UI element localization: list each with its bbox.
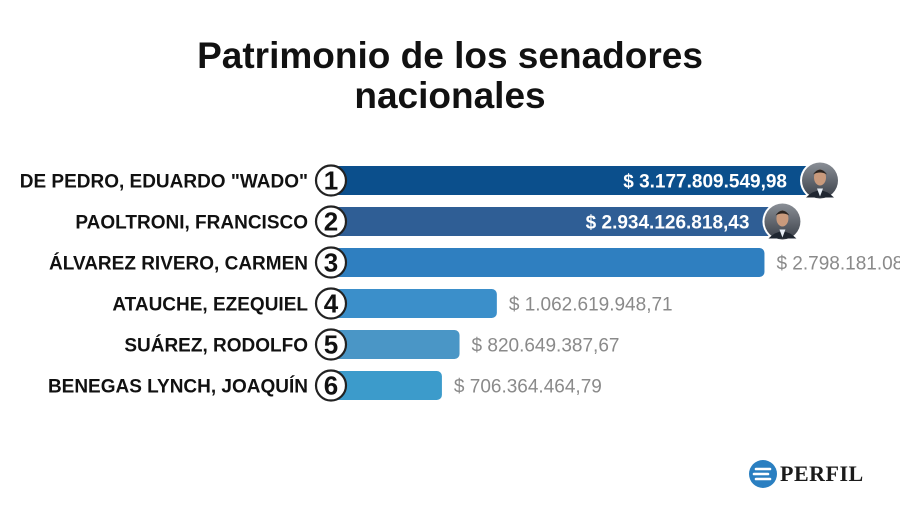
bar-row: 3 ÁLVAREZ RIVERO, CARMEN $ 2.798.181.083,7… [49, 246, 900, 279]
bar-row: 6 BENEGAS LYNCH, JOAQUÍN $ 706.364.464,79 [48, 369, 602, 402]
value-label: $ 3.177.809.549,98 [623, 172, 787, 193]
rank-number: 4 [324, 289, 339, 319]
bar-row: 5 SUÁREZ, RODOLFO $ 820.649.387,67 [124, 328, 620, 361]
bars-layer: 1 DE PEDRO, EDUARDO "WADO" $ 3.177.809.549… [20, 160, 900, 402]
bar-row: 2 PAOLTRONI, FRANCISCO $ 2.934.126.818,43 [75, 201, 803, 242]
bar [333, 330, 460, 359]
rank-circle [314, 164, 348, 197]
rank-number: 3 [324, 248, 338, 278]
category-label: PAOLTRONI, FRANCISCO [75, 213, 308, 234]
rank-number: 2 [324, 207, 338, 237]
perfil-logo: PERFIL [748, 458, 864, 490]
category-label: DE PEDRO, EDUARDO "WADO" [20, 172, 308, 193]
rank-number: 1 [324, 166, 338, 196]
value-label: $ 706.364.464,79 [454, 377, 602, 398]
rank-number: 6 [324, 371, 338, 401]
category-label: ÁLVAREZ RIVERO, CARMEN [49, 253, 308, 275]
rank-circle [314, 205, 348, 238]
value-label: $ 820.649.387,67 [472, 336, 620, 357]
chart-title-line-2: nacionales [354, 75, 546, 116]
rank-circle [314, 287, 348, 320]
chart-title: Patrimonio de los senadores nacionales [0, 36, 900, 116]
bar [333, 166, 823, 195]
rank-circle [314, 246, 348, 279]
bar [333, 289, 497, 318]
bar-row: 4 ATAUCHE, EZEQUIEL $ 1.062.619.948,71 [112, 287, 673, 320]
category-label: ATAUCHE, EZEQUIEL [112, 295, 308, 316]
perfil-logo-icon [749, 460, 777, 488]
value-label: $ 2.934.126.818,43 [586, 213, 750, 234]
value-label: $ 1.062.619.948,71 [509, 295, 673, 316]
rank-number: 5 [324, 330, 338, 360]
avatar [762, 201, 803, 242]
chart-title-line-1: Patrimonio de los senadores [197, 35, 703, 76]
rank-circle [314, 328, 348, 361]
category-label: BENEGAS LYNCH, JOAQUÍN [48, 376, 308, 398]
rank-circle [314, 369, 348, 402]
bar [333, 207, 786, 236]
bar [333, 248, 765, 277]
bar [333, 371, 442, 400]
avatar [800, 160, 840, 201]
value-label: $ 2.798.181.083,71 [776, 254, 900, 275]
bar-row: 1 DE PEDRO, EDUARDO "WADO" $ 3.177.809.549… [20, 160, 840, 201]
perfil-logo-text: PERFIL [780, 461, 864, 486]
category-label: SUÁREZ, RODOLFO [124, 335, 308, 357]
